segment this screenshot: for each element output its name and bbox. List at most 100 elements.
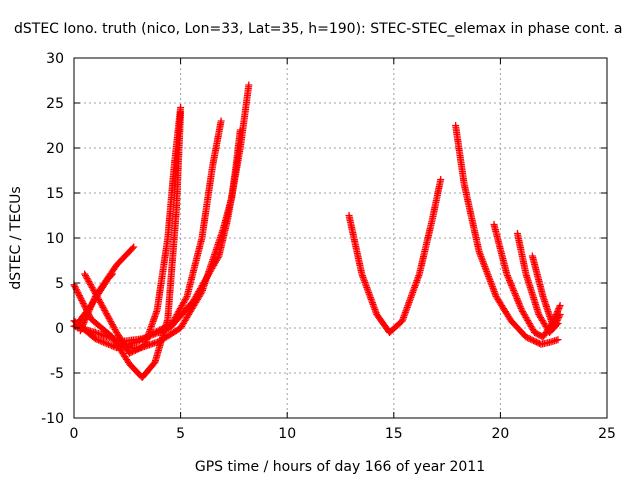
data-point bbox=[81, 272, 89, 279]
data-point bbox=[550, 324, 558, 332]
data-point bbox=[526, 335, 534, 343]
x-tick-label: 10 bbox=[278, 426, 296, 442]
data-point bbox=[75, 292, 83, 300]
data-point bbox=[80, 319, 88, 327]
x-tick-label: 15 bbox=[385, 426, 403, 442]
data-point bbox=[512, 291, 520, 299]
data-point bbox=[87, 282, 95, 290]
data-point bbox=[511, 290, 519, 298]
data-point bbox=[74, 289, 82, 297]
data-point bbox=[506, 278, 514, 286]
data-point bbox=[556, 311, 564, 318]
data-point bbox=[86, 306, 94, 314]
x-axis-label: GPS time / hours of day 166 of year 2011 bbox=[195, 459, 485, 475]
grid bbox=[74, 58, 607, 418]
data-point bbox=[82, 314, 90, 322]
data-point bbox=[513, 295, 521, 303]
data-point bbox=[509, 285, 517, 293]
data-point bbox=[508, 283, 516, 291]
data-point bbox=[78, 296, 86, 304]
data-point bbox=[178, 302, 186, 309]
data-point bbox=[437, 176, 445, 183]
data-point bbox=[100, 338, 108, 346]
chart-title: dSTEC Iono. truth (nico, Lon=33, Lat=35,… bbox=[14, 21, 622, 37]
y-tick-label: -5 bbox=[50, 366, 64, 382]
data-point bbox=[93, 335, 101, 343]
data-point bbox=[506, 277, 514, 285]
data-point bbox=[98, 338, 106, 346]
data-point bbox=[86, 304, 94, 312]
data-point bbox=[514, 298, 522, 306]
series-arc12 bbox=[528, 252, 564, 332]
data-point bbox=[86, 279, 94, 287]
series-arc7 bbox=[113, 126, 244, 353]
data-point bbox=[103, 340, 111, 348]
data-point bbox=[81, 317, 89, 325]
data-point bbox=[79, 298, 87, 306]
data-point bbox=[522, 333, 530, 341]
data-point bbox=[86, 281, 94, 288]
data-point bbox=[88, 284, 96, 291]
data-point bbox=[101, 339, 109, 347]
data-point bbox=[89, 297, 97, 305]
data-point bbox=[523, 334, 531, 342]
data-point bbox=[91, 294, 99, 302]
data-point bbox=[104, 340, 112, 348]
data-point bbox=[88, 301, 96, 309]
data-point bbox=[130, 243, 138, 251]
data-point bbox=[83, 312, 91, 320]
data-point bbox=[555, 312, 563, 320]
data-points bbox=[70, 81, 564, 381]
y-tick-label: 5 bbox=[55, 276, 64, 292]
series-arc1 bbox=[70, 108, 185, 381]
data-point bbox=[73, 287, 81, 295]
x-tick-label: 0 bbox=[70, 426, 79, 442]
series-arc8 bbox=[345, 176, 445, 336]
y-tick-label: 20 bbox=[46, 141, 64, 157]
data-point bbox=[76, 293, 84, 301]
data-point bbox=[85, 278, 93, 285]
series-arc9 bbox=[452, 122, 562, 348]
y-tick-label: 0 bbox=[55, 321, 64, 337]
data-point bbox=[514, 296, 522, 304]
data-point bbox=[182, 294, 190, 302]
data-point bbox=[552, 320, 560, 327]
data-point bbox=[554, 315, 562, 323]
x-tick-label: 25 bbox=[598, 426, 616, 442]
data-point bbox=[84, 276, 92, 284]
data-point bbox=[553, 317, 561, 324]
data-point bbox=[177, 303, 185, 311]
data-point bbox=[128, 244, 136, 252]
data-point bbox=[81, 315, 89, 323]
y-tick-label: 25 bbox=[46, 96, 64, 112]
data-point bbox=[528, 336, 536, 344]
x-tick-label: 20 bbox=[491, 426, 509, 442]
y-tick-label: 10 bbox=[46, 231, 64, 247]
data-point bbox=[551, 321, 559, 329]
data-point bbox=[510, 286, 518, 294]
data-point bbox=[180, 299, 188, 306]
data-point bbox=[87, 302, 95, 310]
data-point bbox=[503, 270, 511, 278]
data-point bbox=[534, 339, 542, 347]
data-point bbox=[508, 281, 516, 289]
data-point bbox=[82, 273, 90, 281]
data-point bbox=[85, 307, 93, 315]
data-point bbox=[181, 296, 189, 303]
data-point bbox=[197, 290, 205, 297]
data-point bbox=[556, 302, 564, 309]
y-tick-label: 30 bbox=[46, 51, 64, 67]
data-point bbox=[516, 301, 524, 309]
data-point bbox=[217, 117, 225, 125]
data-point bbox=[88, 299, 96, 307]
data-point bbox=[510, 288, 518, 296]
data-point bbox=[176, 305, 184, 312]
data-point bbox=[80, 301, 88, 309]
data-point bbox=[84, 309, 92, 317]
y-tick-label: -10 bbox=[41, 411, 64, 427]
data-point bbox=[531, 337, 539, 345]
data-point bbox=[90, 296, 98, 304]
data-point bbox=[177, 104, 185, 111]
